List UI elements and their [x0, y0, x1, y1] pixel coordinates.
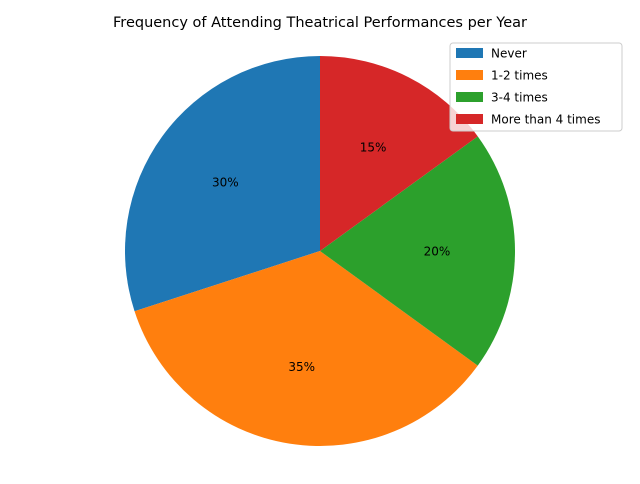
pie-slices	[124, 56, 515, 447]
pie-slice-label-2: 35%	[288, 360, 315, 374]
legend-swatch-3	[456, 92, 483, 102]
pie-slice-label-4: 15%	[360, 140, 387, 154]
pie-slice-3	[320, 136, 515, 366]
legend-label-3: 3-4 times	[491, 91, 548, 105]
legend-swatch-1	[456, 48, 483, 58]
pie-slice-4	[320, 56, 478, 251]
chart-title: Frequency of Attending Theatrical Perfor…	[113, 15, 527, 31]
legend-swatch-4	[456, 114, 483, 124]
legend-label-4: More than 4 times	[491, 113, 600, 127]
legend-swatch-2	[456, 70, 483, 80]
pie-slice-2	[134, 251, 478, 447]
legend-label-2: 1-2 times	[491, 69, 548, 83]
legend-frame	[449, 42, 623, 132]
legend-label-1: Never	[491, 47, 527, 61]
pie-slice-label-3: 20%	[424, 245, 451, 259]
pie-slice-label-1: 30%	[212, 176, 239, 190]
legend-entries: Never 1-2 times 3-4 times More than 4 times	[456, 47, 600, 127]
pie-slice-labels: 30% 35% 20% 15%	[212, 140, 450, 374]
pie-slice-1	[124, 56, 320, 312]
legend: Never 1-2 times 3-4 times More than 4 times	[449, 42, 623, 132]
